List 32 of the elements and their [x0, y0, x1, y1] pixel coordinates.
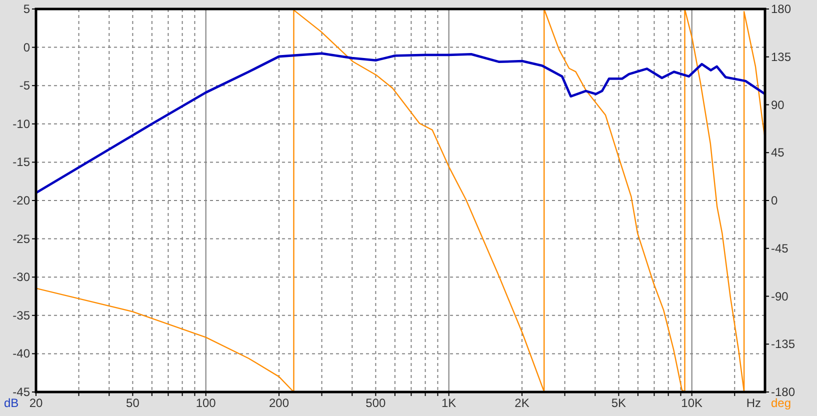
y2-tick-label: -45: [771, 241, 789, 256]
x-tick-label: 20: [29, 396, 43, 410]
y2-tick-label: 0: [771, 194, 778, 208]
y-tick-label: -10: [12, 116, 30, 131]
y-tick-label: -40: [12, 346, 30, 361]
y-tick-label: -15: [12, 155, 30, 170]
y-axis-title: dB: [4, 396, 19, 410]
x-tick-label: 100: [196, 396, 216, 410]
x-tick-label: 1K: [442, 396, 456, 410]
x-axis-title: Hz: [746, 396, 761, 410]
x-tick-label: 50: [126, 396, 140, 410]
y2-tick-label: -90: [771, 289, 789, 304]
y-tick-label: -45: [12, 385, 30, 399]
y-tick-label: -30: [12, 270, 30, 284]
x-tick-label: 200: [268, 396, 290, 410]
y-tick-label: -25: [12, 232, 30, 246]
y2-axis-title: deg: [771, 396, 792, 410]
y2-tick-label: -135: [771, 337, 796, 352]
y-tick-label: -20: [12, 194, 30, 208]
y-tick-label: -5: [19, 78, 30, 93]
x-tick-label: 5K: [611, 396, 626, 410]
y2-tick-label: -180: [771, 385, 796, 399]
y-tick-label: -35: [12, 308, 30, 322]
x-tick-label: 10K: [681, 396, 703, 410]
x-tick-label: 500: [366, 396, 386, 410]
y2-tick-label: 90: [771, 98, 785, 112]
y-tick-label: 0: [23, 40, 30, 54]
x-tick-label: 2K: [514, 396, 530, 410]
y2-tick-label: 180: [771, 2, 792, 16]
y2-tick-label: 135: [771, 50, 792, 64]
y-tick-label: 5: [23, 2, 30, 16]
y2-tick-label: 45: [771, 146, 785, 160]
